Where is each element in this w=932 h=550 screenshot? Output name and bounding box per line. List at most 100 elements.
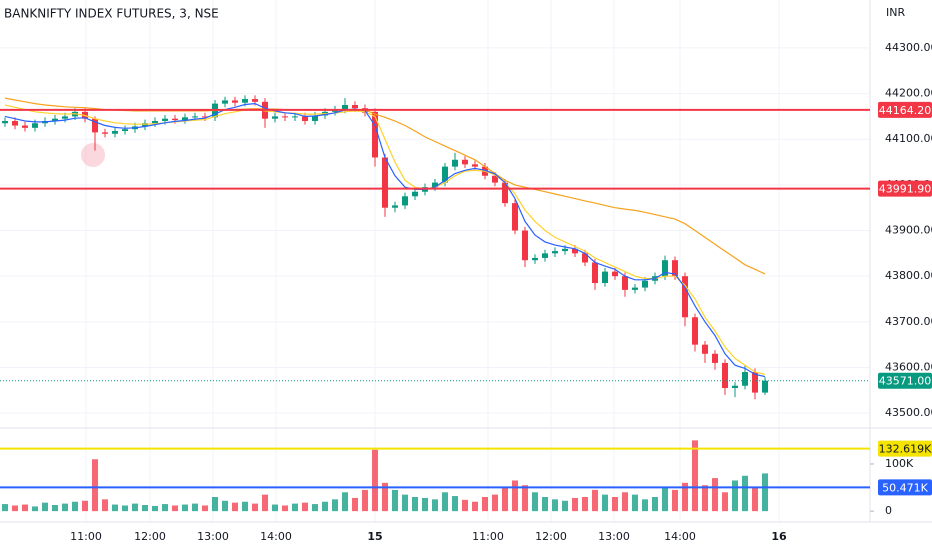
candle-body xyxy=(272,116,278,119)
candle-body xyxy=(62,116,68,119)
level-tag xyxy=(878,180,932,197)
volume-bar xyxy=(592,489,598,512)
candle-body xyxy=(22,125,28,128)
candle-body xyxy=(122,129,128,132)
volume-bar xyxy=(332,499,338,512)
volume-bar xyxy=(262,494,268,512)
candle-body xyxy=(342,104,348,110)
level-tag xyxy=(878,372,932,389)
volume-bar xyxy=(362,489,368,512)
level-tag xyxy=(878,101,932,118)
volume-bar xyxy=(722,492,728,512)
level-label: 43571.00 xyxy=(879,375,932,388)
candle-body xyxy=(762,380,768,393)
candle-body xyxy=(222,100,228,104)
candle-body xyxy=(402,196,408,206)
y-tick-label: 44300.00 xyxy=(885,41,932,54)
level-label: 43991.90 xyxy=(879,183,932,196)
volume-bar xyxy=(642,499,648,512)
highlight-circle xyxy=(81,143,105,167)
candle-body xyxy=(12,120,18,126)
volume-bar xyxy=(632,494,638,512)
volume-bar xyxy=(192,503,198,512)
volume-bar xyxy=(22,504,28,512)
y-tick-label: 44200.00 xyxy=(885,87,932,100)
volume-bar xyxy=(382,482,388,512)
volume-bar xyxy=(522,485,528,512)
candle-body xyxy=(662,260,668,277)
candle-body xyxy=(642,280,648,288)
volume-bar xyxy=(182,504,188,512)
volume-bar xyxy=(502,487,508,512)
volume-bar xyxy=(322,501,328,512)
candle-body xyxy=(32,123,38,128)
candle-body xyxy=(232,100,238,103)
candle-body xyxy=(302,116,308,121)
candle-body xyxy=(442,166,448,183)
x-tick-label: 12:00 xyxy=(134,530,166,543)
candle-body xyxy=(52,118,58,121)
volume-bar xyxy=(552,499,558,512)
candle-body xyxy=(152,120,158,124)
candle-body xyxy=(552,251,558,254)
volume-bar xyxy=(762,473,768,512)
candle-body xyxy=(102,132,108,134)
y-tick-label: 43600.00 xyxy=(885,360,932,373)
volume-bar xyxy=(242,501,248,512)
volume-bar xyxy=(672,489,678,512)
candle-body xyxy=(172,118,178,121)
y-tick-label: 44100.00 xyxy=(885,132,932,145)
volume-bar xyxy=(712,478,718,512)
moving-average xyxy=(4,102,766,378)
volume-bar xyxy=(132,503,138,512)
candle-body xyxy=(522,230,528,261)
volume-bar xyxy=(272,504,278,512)
volume-bar xyxy=(582,496,588,512)
candle-body xyxy=(432,182,438,188)
candle-body xyxy=(582,253,588,263)
volume-bar xyxy=(12,505,18,512)
plot xyxy=(2,95,768,512)
volume-bar xyxy=(292,503,298,512)
volume-bar xyxy=(472,501,478,512)
candle-body xyxy=(392,205,398,208)
volume-bar xyxy=(352,497,358,512)
x-tick-label: 15 xyxy=(367,530,382,543)
level-label: 132.619K xyxy=(879,443,932,456)
volume-bar xyxy=(142,505,148,512)
volume-bar xyxy=(212,496,218,512)
volume-bar xyxy=(682,482,688,512)
candle-body xyxy=(2,120,8,124)
candle-body xyxy=(602,271,608,284)
candle-body xyxy=(562,248,568,252)
level-tag xyxy=(878,479,932,496)
volume-bar xyxy=(462,499,468,512)
volume-bar xyxy=(452,496,458,512)
candle-body xyxy=(452,159,458,167)
volume-bar xyxy=(32,506,38,512)
volume-bar xyxy=(422,497,428,512)
candle-body xyxy=(252,99,258,102)
candle-body xyxy=(542,253,548,258)
level-tag xyxy=(878,440,932,457)
volume-bar xyxy=(692,440,698,512)
level-label: 50.471K xyxy=(882,481,928,494)
currency: INR xyxy=(886,6,905,19)
volume-bar xyxy=(562,500,568,512)
x-tick-label: 11:00 xyxy=(472,530,504,543)
candle-body xyxy=(672,260,678,277)
y-tick-label: 43800.00 xyxy=(885,269,932,282)
volume-bar xyxy=(232,502,238,512)
candle-body xyxy=(472,164,478,167)
volume-bar xyxy=(62,503,68,512)
y-tick-label: 43700.00 xyxy=(885,315,932,328)
candle-body xyxy=(502,182,508,204)
candle-body xyxy=(622,276,628,290)
volume-bar xyxy=(312,504,318,512)
volume-bar xyxy=(2,504,8,512)
volume-bar xyxy=(432,499,438,512)
candle-body xyxy=(242,99,248,103)
volume-bar xyxy=(572,497,578,512)
candle-body xyxy=(382,157,388,208)
